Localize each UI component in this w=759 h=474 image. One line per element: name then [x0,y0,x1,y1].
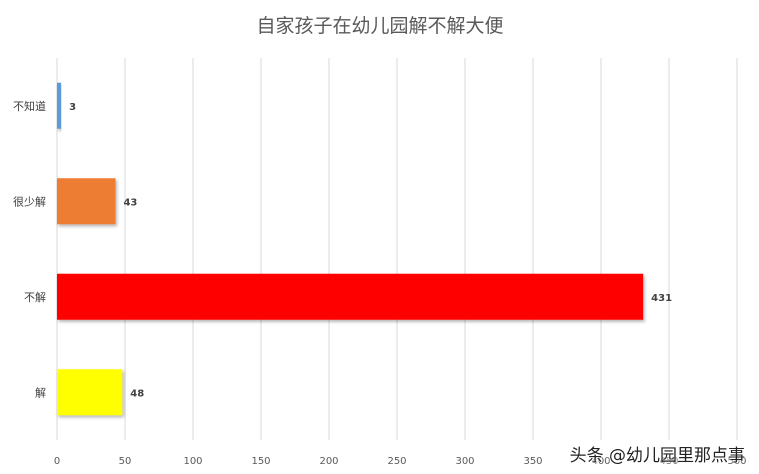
category-label: 不知道 [13,99,46,113]
x-tick-label: 500 [727,456,746,467]
watermark: 头条 @幼儿园里那点事 [569,446,745,466]
x-tick-label: 200 [319,456,338,467]
bar [57,178,116,225]
bars [57,82,644,416]
data-label: 48 [130,388,144,399]
data-label: 3 [69,102,76,113]
x-tick-label: 150 [251,456,270,467]
data-label: 431 [651,293,672,304]
category-label: 解 [35,385,46,399]
gridlines [56,58,738,440]
data-label: 43 [123,197,137,208]
x-tick-label: 400 [591,456,610,467]
x-tick-label: 350 [523,456,542,467]
x-tick-label: 300 [455,456,474,467]
bar [57,273,644,320]
x-tick-label: 250 [387,456,406,467]
labels: 0 50 100 150 200 250 300 350 400 450 500 不知道 3 很少解 43 不… [13,99,747,467]
x-tick-label: 50 [119,456,132,467]
category-label: 不解 [24,290,46,304]
category-label: 很少解 [13,194,46,208]
bar [57,369,123,416]
bar [57,82,62,129]
x-tick-label: 0 [54,456,60,467]
chart-title: 自家孩子在幼儿园解不解大便 [256,15,503,37]
x-tick-label: 100 [183,456,202,467]
x-tick-label: 450 [659,456,678,467]
